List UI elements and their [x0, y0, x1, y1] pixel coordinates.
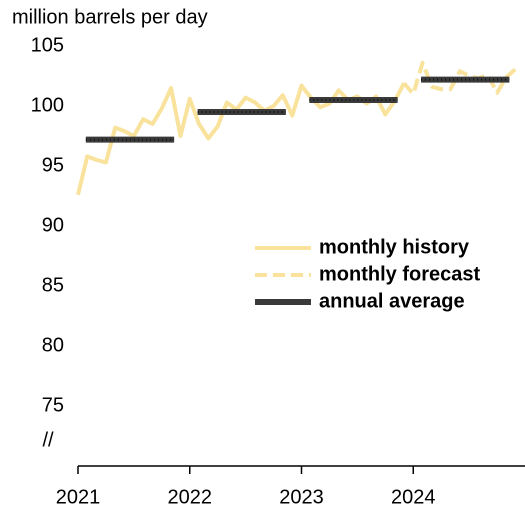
y-tick-label: 100 — [31, 94, 64, 116]
x-tick-label: 2021 — [56, 486, 101, 508]
legend-label: monthly history — [319, 236, 470, 258]
y-tick-label: 80 — [42, 334, 64, 356]
legend-label: annual average — [319, 290, 465, 312]
y-tick-label: 95 — [42, 154, 64, 176]
y-tick-label: 75 — [42, 394, 64, 416]
axis-break: // — [42, 429, 54, 451]
legend-label: monthly forecast — [319, 263, 480, 285]
y-tick-label: 85 — [42, 274, 64, 296]
y-axis-label: million barrels per day — [12, 6, 208, 28]
x-tick-label: 2022 — [168, 486, 213, 508]
x-tick-label: 2024 — [391, 486, 436, 508]
y-tick-label: 90 — [42, 214, 64, 236]
y-tick-label: 105 — [31, 34, 64, 56]
x-tick-label: 2023 — [279, 486, 324, 508]
series-line — [402, 60, 518, 96]
